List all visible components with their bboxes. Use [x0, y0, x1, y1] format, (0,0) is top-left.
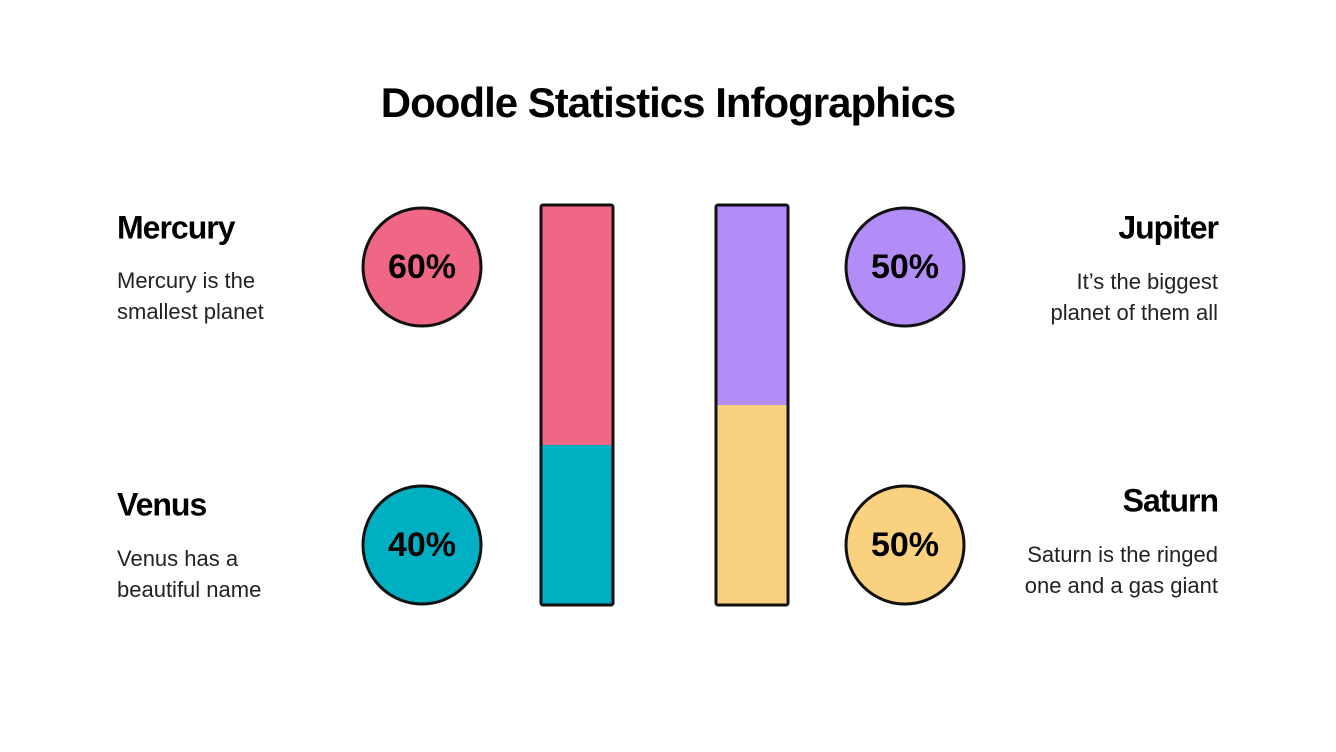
chart-title: Doodle Statistics Infographics [381, 79, 955, 126]
value-label: 60% [388, 248, 456, 286]
badge [844, 484, 966, 606]
item-name: Venus [117, 486, 206, 522]
item-description: beautiful name [117, 577, 261, 602]
value-label: 40% [388, 526, 456, 564]
bar-outline [539, 203, 615, 607]
bar-segment [716, 205, 788, 405]
badge [844, 206, 966, 328]
bar-segment [541, 205, 613, 445]
badge [361, 484, 483, 606]
item-name: Saturn [1123, 482, 1218, 518]
value-label: 50% [871, 248, 939, 286]
item-description: Venus has a [117, 546, 239, 571]
item-description: smallest planet [117, 299, 264, 324]
item-name: Jupiter [1118, 209, 1218, 245]
item-name: Mercury [117, 209, 236, 245]
badge [361, 206, 483, 328]
value-label: 50% [871, 526, 939, 564]
bar-outline [714, 203, 790, 607]
item-description: one and a gas giant [1025, 573, 1218, 598]
item-description: It’s the biggest [1077, 269, 1218, 294]
item-description: planet of them all [1050, 300, 1218, 325]
item-description: Saturn is the ringed [1027, 542, 1218, 567]
bar-segment [716, 405, 788, 605]
bar-segment [541, 445, 613, 605]
item-description: Mercury is the [117, 268, 255, 293]
